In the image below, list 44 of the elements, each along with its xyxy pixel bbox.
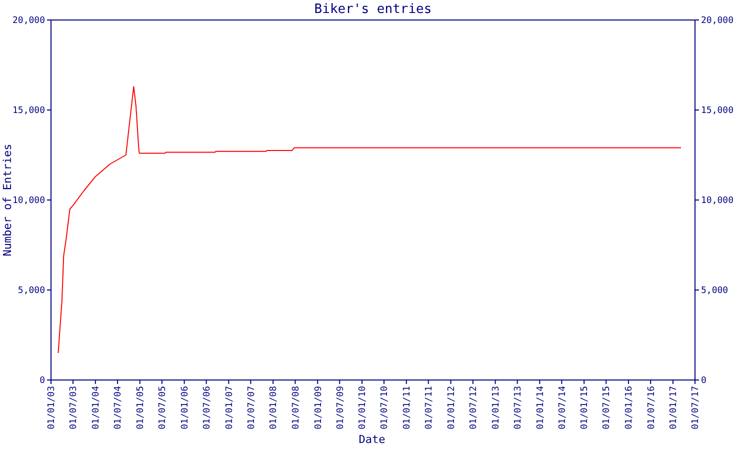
- x-tick-label: 01/07/16: [646, 386, 657, 430]
- x-tick-label: 01/07/06: [202, 386, 212, 430]
- x-tick-label: 01/07/17: [691, 386, 702, 430]
- x-tick-label: 01/01/14: [536, 386, 546, 430]
- x-tick-label: 01/07/05: [158, 386, 168, 430]
- y2-tick-label: 5,000: [701, 286, 728, 296]
- x-tick-label: 01/01/08: [269, 386, 280, 430]
- line-series: [58, 86, 682, 354]
- x-tick-label: 01/07/09: [336, 386, 346, 430]
- x-tick-label: 01/01/12: [446, 386, 457, 430]
- chart-title: Biker's entries: [314, 2, 432, 17]
- x-tick-label: 01/07/10: [380, 386, 390, 430]
- x-tick-label: 01/07/07: [246, 386, 257, 430]
- x-tick-label: 01/01/11: [402, 386, 413, 430]
- y-tick-label: 15,000: [12, 106, 45, 116]
- x-tick-label: 01/07/13: [513, 386, 524, 430]
- y-tick-label: 0: [40, 376, 45, 386]
- y2-tick-label: 10,000: [701, 196, 734, 206]
- y-axis-title: Number of Entries: [1, 144, 14, 256]
- y-tick-label: 20,000: [12, 16, 45, 26]
- x-tick-label: 01/07/04: [114, 386, 124, 430]
- y-tick-label: 10,000: [12, 196, 45, 206]
- x-tick-label: 01/01/13: [491, 386, 502, 430]
- x-tick-label: 01/07/14: [558, 386, 568, 430]
- x-tick-label: 01/01/03: [47, 386, 58, 430]
- x-tick-label: 01/01/10: [358, 386, 368, 430]
- x-tick-label: 01/07/11: [424, 386, 435, 430]
- y2-tick-label: 15,000: [701, 106, 734, 116]
- x-tick-label: 01/07/15: [602, 386, 612, 430]
- y-tick-label: 5,000: [18, 286, 45, 296]
- x-tick-label: 01/01/04: [92, 386, 102, 430]
- x-tick-label: 01/01/16: [624, 386, 635, 430]
- y2-tick-label: 0: [701, 376, 706, 386]
- x-tick-label: 01/01/05: [136, 386, 146, 430]
- x-tick-label: 01/07/12: [469, 386, 480, 430]
- x-tick-label: 01/01/09: [314, 386, 324, 430]
- y2-tick-label: 20,000: [701, 16, 734, 26]
- x-tick-label: 01/01/06: [180, 386, 190, 430]
- x-tick-label: 01/07/08: [291, 386, 302, 430]
- x-tick-label: 01/01/15: [580, 386, 590, 430]
- x-tick-label: 01/01/17: [669, 386, 680, 430]
- x-tick-label: 01/01/07: [224, 386, 235, 430]
- x-axis-title: Date: [358, 433, 386, 446]
- x-tick-label: 01/07/03: [69, 386, 80, 430]
